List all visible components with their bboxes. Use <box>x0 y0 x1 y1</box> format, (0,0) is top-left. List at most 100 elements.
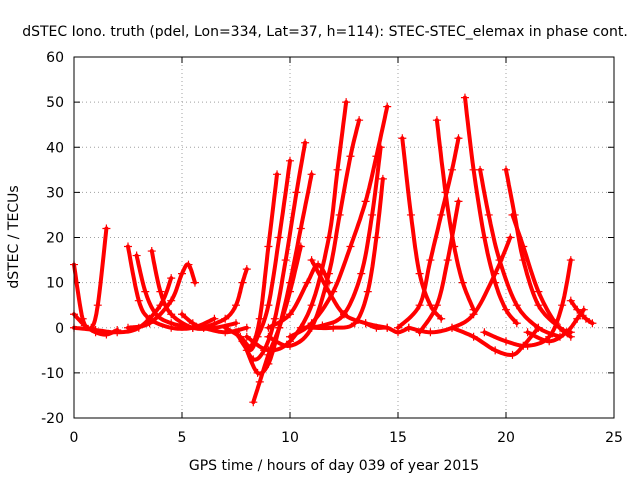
data-point <box>178 310 186 319</box>
data-point <box>167 310 176 319</box>
data-point <box>238 278 247 287</box>
data-point <box>502 305 510 314</box>
data-arc-trace <box>72 226 109 331</box>
data-point <box>335 210 344 219</box>
data-arc <box>502 165 575 337</box>
data-point <box>534 301 543 310</box>
data-point <box>156 287 165 296</box>
data-point <box>145 319 154 328</box>
data-point <box>199 323 208 332</box>
data-point <box>346 242 355 251</box>
data-point <box>242 346 251 355</box>
data-point <box>242 332 251 341</box>
data-arc-trace <box>149 249 238 331</box>
data-arc-trace <box>126 262 197 330</box>
data-point <box>437 210 446 219</box>
data-point <box>355 116 364 125</box>
data-point <box>562 328 571 337</box>
data-point <box>255 314 264 323</box>
x-tick-labels: 0 5 10 15 20 25 <box>70 430 623 446</box>
data-point <box>281 256 290 265</box>
data-point <box>286 332 294 341</box>
data-point <box>275 323 284 332</box>
data-arc <box>264 260 333 332</box>
x-tick-label: 20 <box>497 430 515 446</box>
data-point <box>523 341 532 350</box>
data-point <box>363 287 372 296</box>
data-point <box>469 310 478 319</box>
data-point <box>376 143 385 152</box>
data-point <box>406 210 415 219</box>
data-point <box>273 170 282 179</box>
data-point <box>210 314 219 323</box>
data-point <box>333 165 342 174</box>
data-arc <box>286 102 392 341</box>
data-point <box>383 323 392 332</box>
data-point <box>346 152 355 161</box>
data-point <box>124 323 132 332</box>
data-point <box>566 332 575 341</box>
data-point <box>307 323 316 332</box>
data-point <box>426 328 435 337</box>
data-point <box>454 134 463 143</box>
data-point <box>573 314 582 323</box>
data-point <box>286 341 294 350</box>
data-point <box>361 197 370 206</box>
y-tick-label: 0 <box>55 321 64 337</box>
data-arc-trace <box>482 258 573 348</box>
data-point <box>545 337 554 346</box>
data-point <box>167 274 176 283</box>
data-arc <box>199 265 251 332</box>
y-tick-label: -20 <box>41 411 64 427</box>
data-point <box>523 328 532 337</box>
data-point <box>372 323 381 332</box>
data-point <box>378 174 387 183</box>
data-point <box>534 287 543 296</box>
data-point <box>264 332 273 341</box>
data-point <box>506 233 515 242</box>
data-point <box>232 328 240 337</box>
data-point <box>264 242 273 251</box>
data-point <box>93 301 102 310</box>
data-point <box>184 260 193 269</box>
data-point <box>443 256 452 265</box>
data-point <box>296 224 305 233</box>
data-point <box>512 301 521 310</box>
data-arc-trace <box>400 136 444 321</box>
data-point <box>491 269 500 278</box>
data-point <box>275 233 284 242</box>
data-point <box>573 305 582 314</box>
data-point <box>232 319 240 328</box>
data-point <box>188 319 197 328</box>
data-arc <box>566 296 597 328</box>
data-point <box>324 287 333 296</box>
data-point <box>253 332 262 341</box>
data-point <box>558 301 567 310</box>
data-point <box>264 346 273 355</box>
data-point <box>454 197 463 206</box>
data-point <box>301 138 310 147</box>
y-tick-label: 60 <box>46 50 64 66</box>
data-series <box>70 93 597 407</box>
data-point <box>242 323 251 332</box>
data-point <box>253 368 262 377</box>
data-point <box>448 165 456 174</box>
data-arc <box>448 323 543 359</box>
x-tick-label: 25 <box>605 430 623 446</box>
data-arc-trace <box>417 199 461 335</box>
data-point <box>286 156 294 165</box>
x-tick-label: 0 <box>70 430 79 446</box>
data-point <box>491 346 500 355</box>
data-point <box>458 278 467 287</box>
data-point <box>286 310 294 319</box>
data-arc-trace <box>223 172 279 349</box>
data-point <box>372 233 381 242</box>
data-point <box>221 323 230 332</box>
data-point <box>502 337 510 346</box>
data-point <box>484 210 493 219</box>
data-point <box>324 233 333 242</box>
x-tick-label: 10 <box>281 430 299 446</box>
data-arc-trace <box>463 95 519 326</box>
data-point <box>437 314 446 323</box>
y-tick-label: 20 <box>46 231 64 247</box>
